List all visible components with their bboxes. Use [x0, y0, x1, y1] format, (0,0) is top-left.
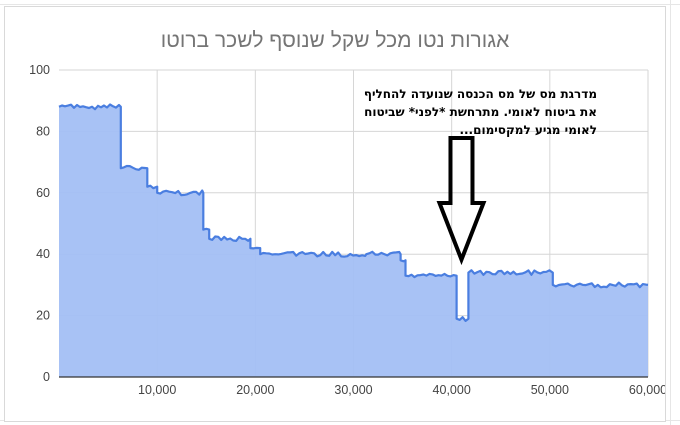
- y-tick-label: 60: [36, 186, 50, 200]
- x-tick-label: 50,000: [531, 383, 569, 397]
- y-tick-label: 80: [36, 124, 50, 138]
- annotation-arrow: [436, 136, 487, 266]
- x-tick-label: 60,000: [629, 383, 665, 397]
- x-tick-label: 30,000: [334, 383, 372, 397]
- sheet-gridline: [670, 0, 671, 425]
- axes: 0 20 40 60 80 100 10,000 20,000 30,000 40,000 50,0…: [29, 63, 665, 397]
- sheet-gridline: [0, 4, 680, 5]
- y-tick-label: 20: [36, 309, 50, 323]
- x-tick-label: 20,000: [236, 383, 274, 397]
- series-line: [58, 103, 649, 322]
- chart-plot: 0 20 40 60 80 100 10,000 20,000 30,000 40,000 50,0…: [29, 63, 665, 397]
- y-tick-label: 0: [43, 370, 50, 384]
- y-tick-label: 100: [29, 63, 50, 77]
- series-group: [58, 103, 649, 377]
- chart-title: אגורות נטו מכל שקל שנוסף לשכר ברוטו: [160, 29, 510, 52]
- arrow-shape: [436, 136, 487, 266]
- y-tick-label: 40: [36, 247, 50, 261]
- annotation-text: מדרגת מס של מס הכנסה שנועדה להחליף את בי…: [363, 87, 597, 137]
- x-tick-label: 40,000: [433, 383, 471, 397]
- chart-card: אגורות נטו מכל שקל שנוסף לשכר ברוטו 0 20 4…: [4, 6, 666, 422]
- series-area: [59, 104, 648, 377]
- x-tick-label: 10,000: [138, 383, 176, 397]
